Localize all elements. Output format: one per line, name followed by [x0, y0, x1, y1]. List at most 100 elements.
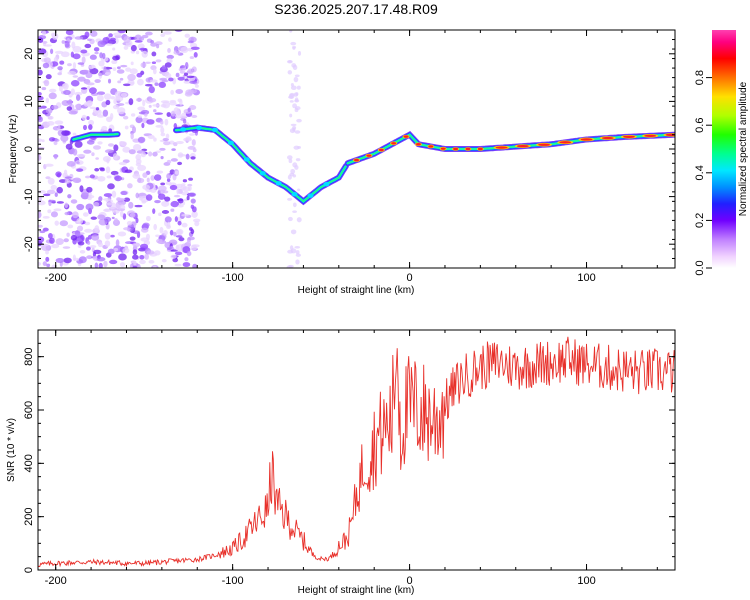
- spectrogram-noise-blob: [119, 262, 126, 268]
- spectrogram-noise-blob: [120, 64, 128, 68]
- spectrogram-noise-blob: [140, 62, 147, 68]
- spectrogram-noise-blob: [67, 99, 73, 107]
- spectrogram-noise-blob: [171, 148, 176, 152]
- spectrogram-noise-blob: [129, 212, 136, 218]
- spectrogram-noise-blob: [161, 65, 167, 70]
- spectrogram-noise-blob: [59, 60, 65, 65]
- spectrogram-noise-blob: [297, 146, 302, 149]
- spectrogram-ridge: [70, 124, 675, 206]
- spectrogram-noise-blob: [187, 183, 193, 187]
- spectrogram-noise-blob: [292, 210, 297, 214]
- spectrogram-noise-blob: [79, 249, 86, 254]
- spectrogram-noise-blob: [175, 140, 184, 145]
- spectrogram-noise-blob: [113, 32, 122, 37]
- spectrogram-noise-blob: [82, 212, 89, 217]
- spectrogram-noise-blob: [88, 87, 97, 94]
- spectrogram-noise-blob: [127, 183, 133, 189]
- spectrogram-hotspot: [477, 147, 483, 151]
- spectrogram-noise-blob: [292, 202, 297, 208]
- spectrogram-noise-blob: [94, 79, 101, 84]
- spectrogram-noise-blob: [139, 259, 146, 265]
- spectrogram-noise-blob: [84, 228, 93, 233]
- spectrogram-noise-blob: [112, 47, 116, 51]
- spectrogram-noise-blob: [290, 85, 297, 91]
- spectrogram-noise-blob: [38, 261, 42, 266]
- spectrogram-noise-blob: [56, 201, 64, 204]
- spectrogram-noise-blob: [46, 121, 55, 126]
- spectrogram-noise-blob: [116, 208, 126, 212]
- spectrogram-noise-blob: [125, 67, 132, 72]
- spectrogram-noise-blob: [116, 66, 121, 70]
- spectrogram-hotspot: [665, 133, 675, 137]
- snr-line-group: [38, 336, 675, 568]
- spectrogram-noise-blob: [177, 154, 187, 157]
- spectrogram-noise-blob: [67, 63, 72, 67]
- spectrogram-noise-blob: [57, 72, 62, 76]
- spectrogram-noise-blob: [65, 30, 74, 36]
- spectrogram-noise-blob: [114, 217, 119, 224]
- spectrogram-noise-blob: [96, 114, 105, 118]
- spectrogram-noise-blob: [134, 40, 143, 43]
- x-tick-label: 0: [407, 575, 413, 587]
- spectrogram-noise-blob: [104, 240, 111, 248]
- spectrogram-noise-blob: [178, 67, 183, 72]
- spectrogram-noise-blob: [118, 162, 127, 166]
- spectrogram-noise-blob: [292, 103, 297, 109]
- spectrogram-noise-blob: [54, 192, 58, 197]
- spectrogram-noise-blob: [70, 199, 78, 204]
- x-tick-label: 100: [577, 272, 595, 284]
- spectrogram-noise-blob: [112, 67, 117, 72]
- spectrogram-hotspot: [291, 192, 298, 197]
- spectrogram-noise-blob: [94, 262, 99, 268]
- spectrogram-noise-blob: [76, 225, 84, 232]
- spectrogram-noise-blob: [296, 118, 302, 123]
- spectrogram-noise-blob: [87, 38, 92, 42]
- spectrogram-noise-blob: [104, 72, 112, 75]
- spectrogram-noise-blob: [48, 199, 56, 203]
- spectrogram-noise-blob: [87, 240, 91, 245]
- spectrogram-noise-blob: [47, 115, 54, 120]
- spectrogram-noise-blob: [180, 65, 185, 69]
- spectrogram-noise-blob: [290, 41, 297, 46]
- spectrogram-noise-blob: [159, 226, 164, 234]
- spectrogram-noise-blob: [91, 152, 95, 157]
- colorbar-label: Normalized spectral amplitude: [738, 81, 749, 216]
- x-tick-label: -100: [222, 575, 244, 587]
- spectrogram-noise-blob: [87, 196, 92, 201]
- spectrogram-noise-blob: [109, 37, 116, 42]
- spectrogram-noise-blob: [38, 106, 43, 110]
- spectrogram-noise-blob: [98, 262, 103, 268]
- spectrogram-noise-blob: [145, 215, 151, 222]
- spectrogram-noise-blob: [174, 216, 178, 222]
- spectrogram-noise-blob: [77, 76, 86, 82]
- colorbar-tick-label: 0.2: [694, 213, 706, 228]
- colorbar-gradient: [712, 30, 736, 268]
- spectrogram-noise-blob: [46, 189, 56, 195]
- spectrogram-noise-blob: [166, 112, 171, 118]
- spectrogram-noise-blob: [43, 57, 51, 63]
- spectrogram-noise-blob: [145, 194, 153, 201]
- spectrogram-noise-blob: [132, 242, 141, 248]
- spectrogram-noise-blob: [181, 222, 188, 228]
- spectrogram-noise-blob: [132, 143, 142, 151]
- spectrogram-noise-blob: [75, 94, 81, 101]
- spectrogram-noise-blob: [113, 144, 119, 152]
- spectrogram-noise-blob: [151, 61, 157, 64]
- spectrogram-noise-blob: [66, 232, 70, 238]
- spectrogram-noise-blob: [61, 130, 70, 136]
- spectrogram-noise-blob: [103, 216, 112, 222]
- spectrogram-noise-blob: [183, 80, 191, 84]
- spectrogram-noise-blob: [104, 149, 114, 154]
- spectrogram-noise-blob: [62, 83, 68, 89]
- spectrogram-noise-blob: [105, 43, 113, 46]
- spectrogram-noise-blob: [48, 92, 57, 100]
- spectrogram-noise-blob: [142, 99, 146, 107]
- snr-x-ticks: -200 -100 0 100: [45, 330, 658, 587]
- spectrogram-noise-blob: [112, 153, 118, 160]
- spectrogram-noise-blob: [124, 125, 129, 130]
- spectrogram-noise-blob: [190, 204, 195, 209]
- spectrogram-noise-blob: [135, 192, 140, 199]
- spectrogram-noise-blob: [129, 81, 135, 85]
- spectrogram-noise-blob: [116, 197, 122, 202]
- spectrogram-noise-blob: [117, 80, 122, 84]
